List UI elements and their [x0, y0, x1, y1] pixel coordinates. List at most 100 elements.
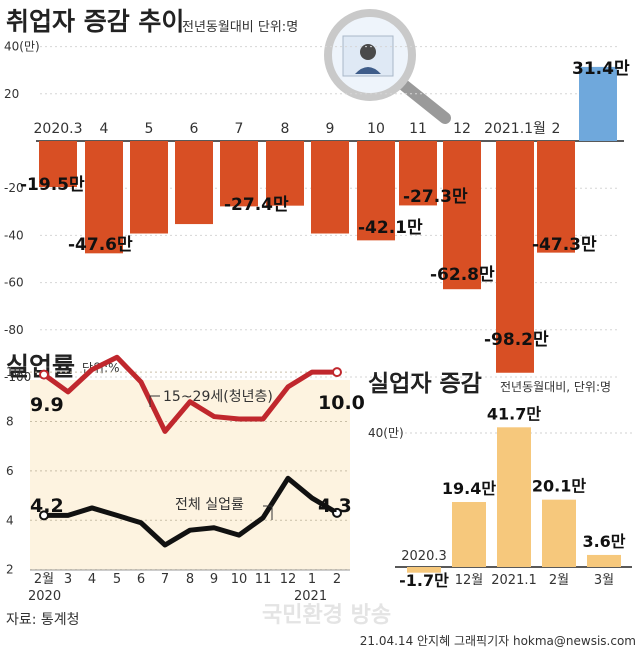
youth-first-label: 9.9 — [30, 394, 64, 416]
credit-note: 21.04.14 안지혜 그래픽기자 hokma@newsis.com — [360, 634, 636, 648]
employment-chart-subtitle: 전년동월대비 단위:명 — [182, 20, 298, 35]
employment-bar — [85, 141, 123, 254]
unemployed-bar — [407, 567, 441, 573]
youth-rate-line — [42, 354, 337, 434]
employment-bars — [39, 66, 617, 373]
employment-data-label: 31.4만 — [572, 59, 630, 79]
employment-x-tick: 6 — [190, 121, 199, 137]
employment-data-label: -27.3만 — [403, 187, 468, 207]
employment-bar — [311, 141, 349, 234]
rate-lines — [39, 354, 342, 548]
rate-y-tick: 4 — [6, 513, 14, 527]
youth-series-label: 15~29세(청년층) — [163, 389, 273, 405]
total-leader-line — [263, 505, 273, 520]
employment-labels: -19.5만 -47.6만 -27.4만 -42.1만 -27.3만 -62.8만 -98.… — [20, 59, 630, 350]
rate-background — [30, 380, 350, 570]
unemployed-data-label: 3.6만 — [582, 532, 625, 551]
rate-x-tick: 2월 — [34, 572, 54, 587]
rate-y-tick: 8 — [6, 415, 14, 429]
employment-bar — [496, 141, 534, 373]
youth-endpoint — [332, 367, 342, 378]
employment-bar — [579, 66, 617, 141]
watermark-text: 국민환경 방송 — [262, 603, 391, 628]
rate-x-tick: 2 — [333, 572, 341, 587]
total-first-label: 4.2 — [30, 495, 64, 517]
unemployed-chart-subtitle: 전년동월대비, 단위:명 — [500, 380, 611, 394]
employment-bar — [266, 141, 304, 206]
employment-data-label: -47.6만 — [68, 235, 133, 255]
rate-x-tick: 3 — [64, 572, 72, 587]
employment-y-tick: -100 — [4, 370, 31, 384]
rate-x-tick: 4 — [88, 572, 96, 587]
unemployed-bar — [542, 499, 576, 567]
employment-x-tick: 2021.1월 — [484, 121, 546, 137]
unemployed-data-label: 41.7만 — [487, 404, 541, 423]
employment-data-label: -42.1만 — [358, 218, 423, 238]
employment-y-tick: -20 — [4, 181, 24, 195]
unemployed-x-tick: 2월 — [549, 573, 569, 588]
employment-x-tick: 2 — [552, 121, 561, 137]
rate-x-tick: 7 — [161, 572, 169, 587]
employment-y-tick: -80 — [4, 323, 24, 337]
employment-bar — [399, 141, 437, 206]
employment-x-tick: 7 — [235, 121, 244, 137]
employment-x-tick: 9 — [326, 121, 335, 137]
employment-data-label: -27.4만 — [224, 195, 289, 215]
employment-y-tick: -40 — [4, 228, 24, 242]
employment-x-tick: 2020.3 — [34, 121, 83, 137]
unemployed-chart-title: 실업자 증감 — [368, 371, 482, 397]
youth-endpoint — [39, 369, 49, 380]
employment-data-label: -98.2만 — [484, 330, 549, 350]
employment-x-tick: 10 — [367, 121, 385, 137]
year-label-2020: 2020 — [28, 589, 61, 604]
rate-x-tick: 5 — [113, 572, 121, 587]
rate-x-tick: 1 — [308, 572, 316, 587]
employment-chart-title: 취업자 증감 추이 — [6, 7, 184, 36]
unemployed-data-label: -1.7만 — [399, 571, 449, 590]
unemployed-data-label: 20.1만 — [532, 477, 586, 496]
employment-y-tick: 40(만) — [4, 40, 40, 54]
employment-data-label: -47.3만 — [532, 235, 597, 255]
employment-data-label: -62.8만 — [430, 265, 495, 285]
unemployed-bar — [587, 554, 621, 567]
rate-y-tick: 10 — [6, 365, 21, 379]
unemployed-bar — [452, 502, 486, 567]
unemployed-x-tick: 3월 — [594, 573, 614, 588]
employment-y-tick: 20 — [4, 87, 19, 101]
rate-x-tick: 6 — [137, 572, 145, 587]
total-last-label: 4.3 — [318, 495, 352, 517]
rate-y-tick: 6 — [6, 464, 14, 478]
unemployed-data-label: 19.4만 — [442, 479, 496, 498]
employment-x-tick: 5 — [145, 121, 154, 137]
employment-x-tick: 12 — [453, 121, 471, 137]
rate-x-tick: 9 — [210, 572, 218, 587]
employment-x-tick: 4 — [100, 121, 109, 137]
source-note: 자료: 통계청 — [6, 612, 80, 628]
youth-last-label: 10.0 — [318, 392, 365, 414]
total-endpoint — [332, 507, 342, 518]
employment-chart: 취업자 증감 추이 전년동월대비 단위:명 40(만) 20 -20 -40 -60 -8… — [4, 7, 630, 384]
unemployed-bars: -1.7만 19.4만 41.7만 20.1만 3.6만 — [399, 404, 626, 590]
unemployed-axes: 40(만) 2020.3 12월 2021.1 2월 3월 — [368, 426, 632, 588]
rate-x-tick: 8 — [186, 572, 194, 587]
unemployed-y-tick: 40(만) — [368, 426, 404, 440]
rate-x-tick: 11 — [255, 572, 272, 587]
unemployed-bar — [497, 427, 531, 567]
employment-x-tick: 11 — [409, 121, 427, 137]
magnifier-icon — [324, 9, 451, 124]
total-endpoint — [39, 510, 49, 521]
unemployed-x-tick: 2021.1 — [491, 573, 537, 588]
total-rate-line — [44, 475, 339, 548]
rate-x-tick: 10 — [231, 572, 248, 587]
unemployed-x-tick: 2020.3 — [401, 549, 447, 564]
rate-y-tick: 2 — [6, 563, 14, 577]
employment-bar — [39, 141, 77, 188]
youth-leader-line — [149, 395, 160, 407]
employment-y-tick: -60 — [4, 276, 24, 290]
employment-x-tick: 8 — [281, 121, 290, 137]
employment-bar — [175, 141, 213, 225]
employment-bar — [220, 141, 258, 207]
